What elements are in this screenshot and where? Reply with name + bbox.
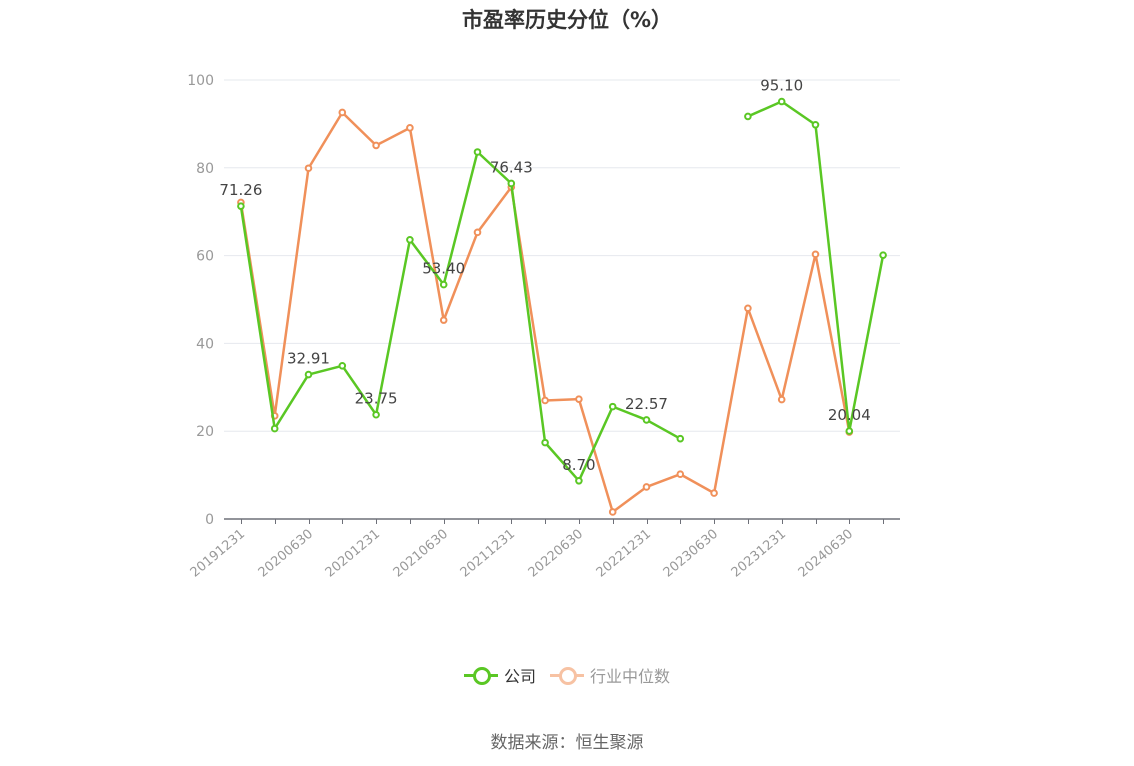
- x-tick-label: 20240630: [796, 527, 856, 581]
- data-point-company: [879, 251, 887, 259]
- data-point-company: [338, 361, 347, 370]
- x-tick-label: 20220630: [526, 527, 586, 581]
- legend-swatch-company: [463, 665, 498, 685]
- data-point-company: [676, 434, 685, 443]
- legend-label-industry: 行业中位数: [590, 667, 671, 686]
- data-point-company: [406, 235, 414, 244]
- y-tick-label: 0: [205, 512, 214, 528]
- data-point-company: [237, 202, 245, 210]
- series-line-company: [747, 100, 885, 433]
- y-tick-label: 80: [196, 161, 214, 177]
- data-point-industry: [608, 508, 617, 516]
- data-label-company: 8.70: [562, 456, 595, 474]
- data-label-company: 71.26: [219, 181, 262, 199]
- x-tick-label: 20221231: [594, 527, 654, 581]
- data-label-company: 76.43: [490, 158, 533, 176]
- data-point-company: [642, 416, 651, 424]
- series-line-company: [239, 150, 681, 483]
- x-tick-label: 20200630: [256, 527, 316, 581]
- data-point-company: [473, 148, 482, 156]
- y-tick-label: 40: [196, 336, 214, 352]
- legend: 公司 行业中位数: [0, 663, 1134, 687]
- data-point-company: [744, 112, 752, 121]
- data-point-company: [507, 179, 516, 188]
- data-point-industry: [676, 470, 685, 479]
- data-label-company: 32.91: [287, 350, 330, 368]
- y-tick-label: 100: [187, 73, 214, 89]
- data-point-industry: [575, 395, 583, 403]
- data-point-company: [575, 477, 583, 485]
- data-point-industry: [338, 108, 347, 117]
- y-tick-label: 60: [196, 249, 214, 265]
- series-lines: [237, 97, 887, 516]
- data-point-industry: [406, 124, 414, 132]
- y-tick-label: 20: [196, 424, 214, 440]
- data-point-industry: [439, 316, 448, 324]
- data-point-industry: [744, 304, 752, 313]
- data-point-industry: [811, 250, 820, 259]
- data-point-company: [608, 402, 617, 411]
- data-point-company: [270, 424, 279, 433]
- legend-item-company[interactable]: 公司: [463, 663, 536, 687]
- data-point-industry: [642, 483, 651, 491]
- data-label-company: 95.10: [760, 77, 803, 95]
- legend-label-company: 公司: [503, 667, 536, 686]
- source-note: 数据来源：恒生聚源: [490, 733, 644, 753]
- data-point-company: [541, 438, 549, 447]
- x-tick-label: 20191231: [188, 527, 248, 581]
- data-labels: 71.26 32.91 23.75 53.40 76.43 8.70 22.57 95.10 2…: [219, 77, 870, 474]
- data-point-company: [439, 280, 448, 289]
- data-point-company: [304, 370, 313, 379]
- x-tick-label: 20230630: [661, 527, 721, 581]
- data-point-industry: [710, 489, 718, 497]
- data-point-industry: [304, 164, 313, 173]
- legend-swatch-industry: [550, 665, 584, 685]
- data-point-industry: [777, 395, 786, 404]
- x-tick-label: 20210630: [391, 527, 451, 581]
- data-label-company: 23.75: [355, 390, 398, 408]
- x-tick-label: 20201231: [323, 527, 383, 581]
- chart-title: 市盈率历史分位（%）: [461, 8, 673, 32]
- data-point-company: [777, 97, 786, 106]
- series-line-industry: [239, 111, 851, 514]
- data-point-industry: [372, 141, 380, 150]
- data-label-company: 20.04: [828, 406, 871, 424]
- legend-item-industry[interactable]: 行业中位数: [550, 663, 670, 687]
- data-label-company: 22.57: [625, 395, 668, 413]
- data-point-industry: [473, 228, 482, 237]
- data-point-industry: [541, 396, 549, 405]
- data-point-company: [372, 410, 380, 419]
- data-label-company: 53.40: [422, 260, 465, 278]
- grid-lines: [224, 79, 900, 432]
- x-tick-label: 20211231: [458, 527, 518, 581]
- data-point-company: [811, 120, 820, 129]
- x-tick-label: 20231231: [729, 527, 789, 581]
- data-point-company: [845, 427, 854, 435]
